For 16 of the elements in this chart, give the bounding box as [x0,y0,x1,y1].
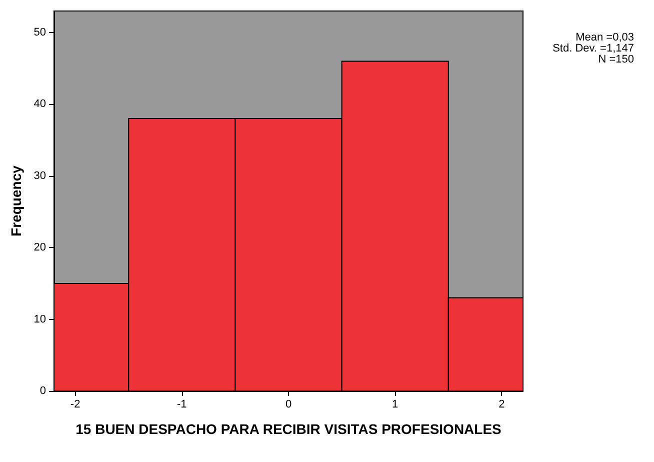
y-tick-label: 0 [40,385,46,397]
x-tick-label: 2 [498,398,505,410]
y-axis-title: Frequency [8,165,24,236]
x-tick-label: -2 [70,398,80,410]
y-tick-label: 10 [34,313,46,326]
x-axis-title: 15 BUEN DESPACHO PARA RECIBIR VISITAS PROFESIONALES [76,421,502,437]
x-tick-label: 0 [285,398,292,410]
y-tick-label: 20 [34,242,46,254]
y-tick-label: 40 [34,98,46,110]
x-tick-label: -1 [177,398,187,410]
text: Std. Dev. =1,147 [552,42,634,54]
text: Mean =0,03 [576,32,634,44]
y-tick-label: 30 [34,170,46,182]
text: N =150 [598,54,634,66]
x-tick-label: 1 [392,398,398,410]
y-tick-label: 50 [34,26,46,39]
